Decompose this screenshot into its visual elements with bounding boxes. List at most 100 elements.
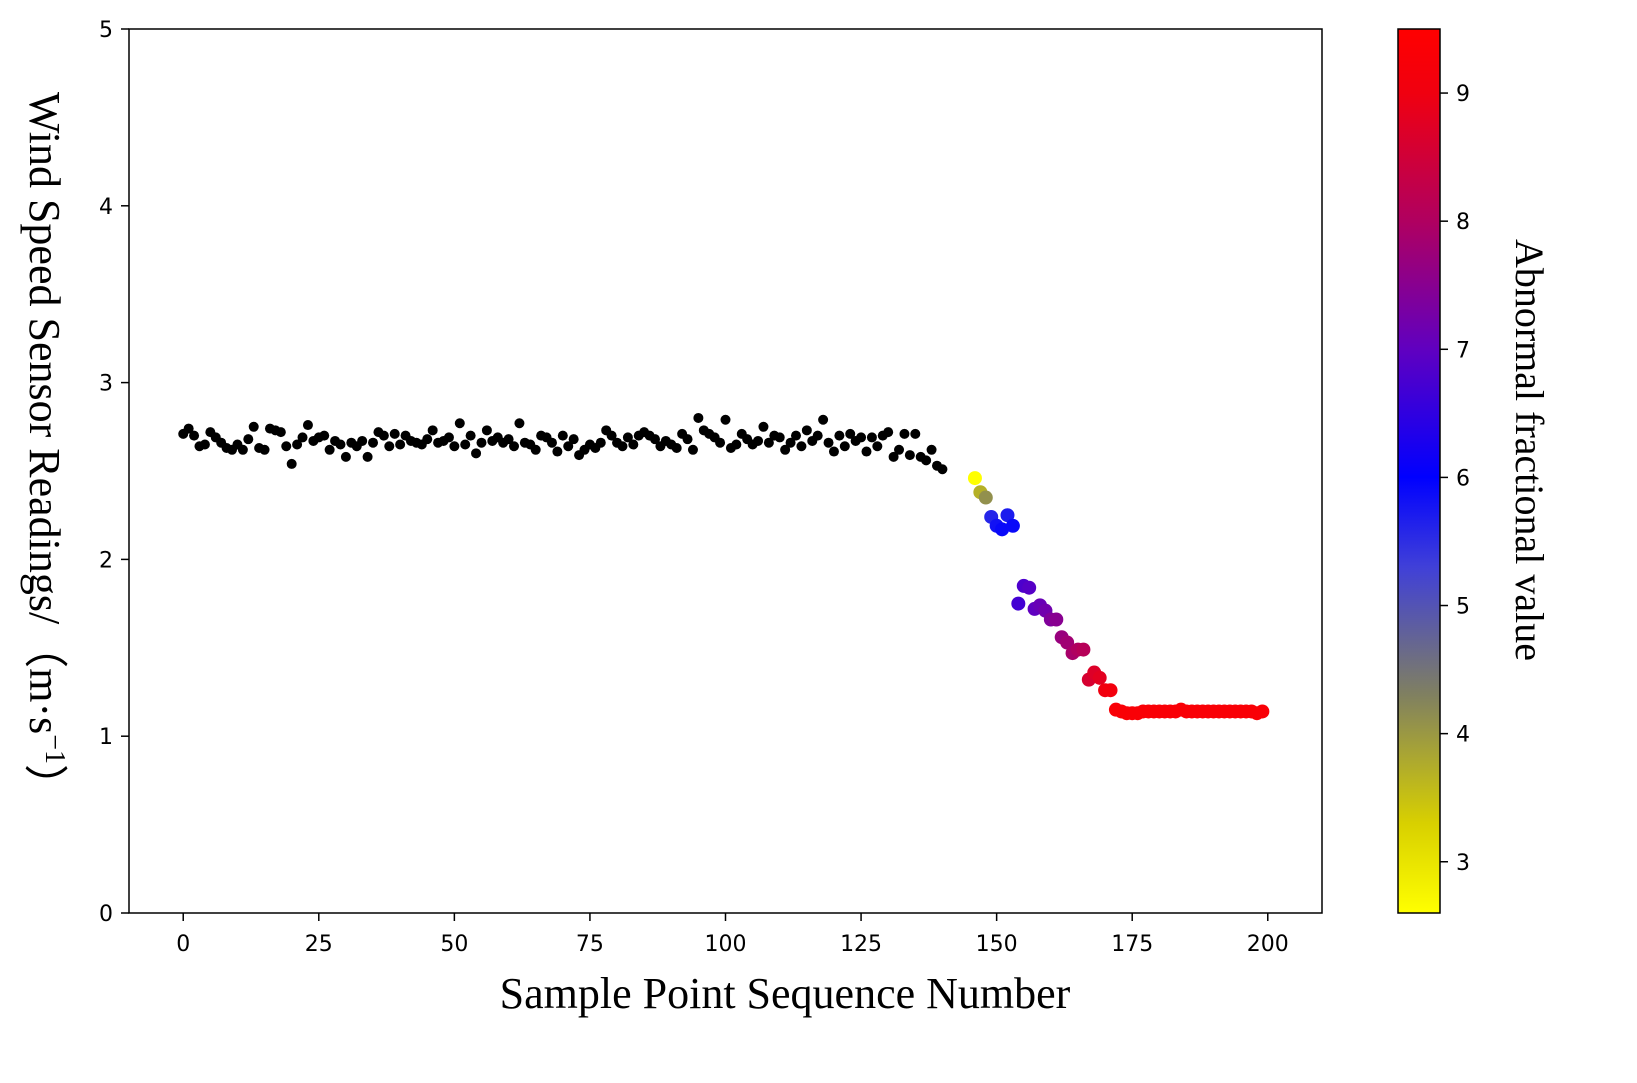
normal-point — [476, 437, 487, 448]
normal-point — [731, 439, 742, 450]
x-tick-label: 125 — [840, 932, 882, 957]
normal-point — [319, 430, 330, 441]
normal-point — [302, 420, 313, 431]
normal-point — [812, 430, 823, 441]
abnormal-point — [1076, 642, 1091, 657]
abnormal-point — [978, 490, 993, 505]
normal-point — [910, 428, 921, 439]
normal-point — [617, 441, 628, 452]
x-tick-label: 0 — [176, 932, 190, 957]
normal-point — [921, 455, 932, 466]
y-tick-label: 4 — [99, 195, 113, 220]
normal-point — [606, 430, 617, 441]
normal-point — [509, 441, 520, 452]
colorbar-tick-label: 5 — [1456, 595, 1470, 620]
abnormal-point — [1092, 670, 1107, 685]
normal-point — [292, 439, 303, 450]
normal-point — [774, 432, 785, 443]
colorbar-tick-label: 6 — [1456, 466, 1470, 491]
normal-point — [758, 421, 769, 432]
normal-point — [503, 434, 514, 445]
normal-point — [368, 437, 379, 448]
normal-point — [818, 414, 829, 425]
normal-point — [888, 451, 899, 462]
y-axis-title-unit-close: ） — [20, 764, 69, 808]
normal-point — [259, 444, 270, 455]
x-axis-ticks: 0 25 50 75 100 125 150 175 200 — [176, 913, 1289, 957]
normal-point — [514, 418, 525, 429]
normal-point — [460, 439, 471, 450]
x-tick-label: 50 — [440, 932, 468, 957]
normal-point — [866, 432, 877, 443]
normal-point — [199, 439, 210, 450]
colorbar-tick-label: 9 — [1456, 82, 1470, 107]
normal-point — [243, 434, 254, 445]
colorbar-tick-label: 3 — [1456, 851, 1470, 876]
normal-point — [335, 439, 346, 450]
normal-point — [281, 441, 292, 452]
normal-point — [693, 412, 704, 423]
normal-point — [861, 446, 872, 457]
normal-point — [671, 443, 682, 454]
y-tick-label: 0 — [99, 902, 113, 927]
normal-point — [682, 434, 693, 445]
normal-point — [286, 458, 297, 469]
normal-point — [297, 432, 308, 443]
normal-point — [530, 444, 541, 455]
normal-point — [324, 444, 335, 455]
y-axis-title-main: Wind Speed Sensor Readings/ — [20, 92, 69, 625]
normal-point — [378, 430, 389, 441]
abnormal-point — [967, 471, 982, 486]
abnormal-point — [1103, 683, 1118, 698]
abnormal-point — [1060, 635, 1075, 650]
normal-point — [834, 430, 845, 441]
normal-point — [801, 425, 812, 436]
normal-point — [546, 437, 557, 448]
colorbar — [1397, 28, 1441, 914]
colorbar-tick-label: 7 — [1456, 338, 1470, 363]
normal-point — [785, 437, 796, 448]
abnormal-point — [1049, 612, 1064, 627]
normal-point — [883, 427, 894, 438]
normal-point — [650, 434, 661, 445]
normal-point — [839, 441, 850, 452]
x-axis-title: Sample Point Sequence Number — [500, 969, 1071, 1018]
normal-point — [872, 441, 883, 452]
abnormal-point — [1000, 508, 1015, 523]
normal-point — [780, 444, 791, 455]
normal-point — [275, 427, 286, 438]
y-axis-title-unit: （m·s — [20, 624, 69, 734]
normal-point — [568, 434, 579, 445]
normal-point — [248, 421, 259, 432]
normal-point — [595, 437, 606, 448]
normal-point — [790, 430, 801, 441]
normal-point — [687, 444, 698, 455]
x-tick-label: 175 — [1111, 932, 1153, 957]
y-tick-label: 5 — [99, 18, 113, 43]
data-points — [178, 412, 1270, 721]
normal-point — [481, 425, 492, 436]
normal-point — [557, 430, 568, 441]
normal-point — [796, 441, 807, 452]
normal-point — [189, 430, 200, 441]
normal-point — [422, 434, 433, 445]
normal-point — [552, 446, 563, 457]
normal-point — [471, 448, 482, 459]
y-axis-title-unit-sup: −1 — [39, 734, 70, 764]
abnormal-point — [1022, 580, 1037, 595]
normal-point — [563, 441, 574, 452]
normal-point — [904, 450, 915, 461]
colorbar-ticks: 3 4 5 6 7 8 9 — [1440, 82, 1470, 876]
x-tick-label: 100 — [705, 932, 747, 957]
normal-point — [628, 439, 639, 450]
normal-point — [753, 435, 764, 446]
x-tick-label: 150 — [976, 932, 1018, 957]
normal-point — [763, 437, 774, 448]
normal-point — [389, 428, 400, 439]
normal-point — [395, 439, 406, 450]
y-tick-label: 1 — [99, 725, 113, 750]
normal-point — [937, 464, 948, 475]
normal-point — [237, 444, 248, 455]
normal-point — [465, 430, 476, 441]
